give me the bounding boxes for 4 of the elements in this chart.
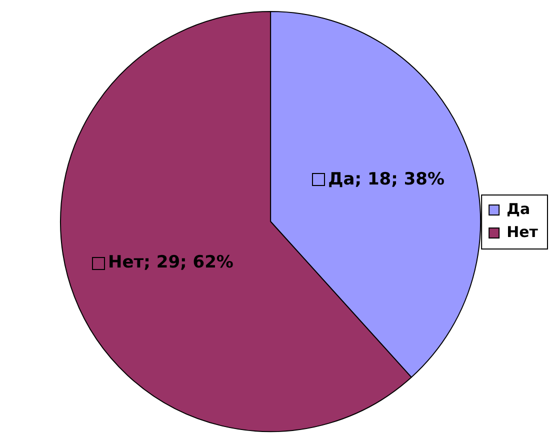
data-label: Да; 18; 38% [328, 169, 445, 190]
data-label: Нет; 29; 62% [108, 252, 234, 272]
legend-label: Да [506, 200, 530, 218]
legend-label: Нет [506, 222, 538, 241]
